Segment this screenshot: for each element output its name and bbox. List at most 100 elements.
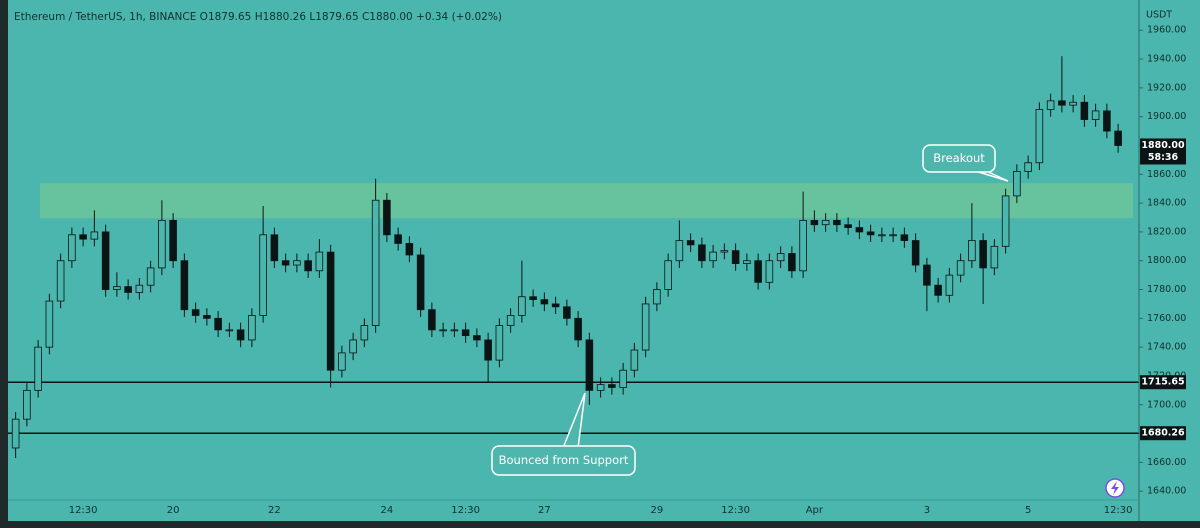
- x-tick-label: 20: [167, 505, 180, 516]
- y-tick-label: 1860.00: [1147, 169, 1186, 180]
- candle-body: [461, 329, 470, 337]
- candle-body: [180, 260, 189, 311]
- candle-body: [833, 219, 841, 226]
- plot-background: [8, 0, 1200, 521]
- x-tick-label: 12:30: [69, 505, 98, 516]
- candle-body: [56, 260, 65, 302]
- candle-body: [900, 234, 909, 241]
- candle-body: [990, 245, 999, 269]
- candle-body: [371, 199, 380, 326]
- callout-box: [491, 445, 636, 476]
- candle-body: [675, 240, 684, 262]
- candle-body: [225, 329, 234, 332]
- candle-body: [743, 260, 751, 265]
- candle-body: [574, 317, 582, 341]
- candle-body: [619, 369, 627, 388]
- candle-body: [349, 339, 357, 354]
- x-tick-label: 22: [268, 505, 281, 516]
- candle-body: [236, 329, 245, 341]
- y-tick-label: 1700.00: [1147, 399, 1186, 410]
- candle-body: [1001, 195, 1010, 247]
- candle-body: [889, 234, 897, 237]
- price-tag-label: 1715.65: [1141, 377, 1184, 388]
- candle-body: [731, 250, 740, 265]
- tv-icon[interactable]: [1105, 478, 1125, 498]
- candle-body: [270, 234, 279, 262]
- candle-body: [158, 219, 166, 269]
- candle-body: [293, 260, 301, 266]
- candle-body: [416, 254, 425, 311]
- candle-body: [518, 296, 526, 316]
- candle-body: [146, 267, 155, 286]
- candle-body: [473, 335, 481, 341]
- last-price-label: 1880.00: [1141, 140, 1185, 151]
- candle-body: [191, 309, 200, 316]
- candle-body: [214, 317, 222, 331]
- candle-body: [101, 231, 110, 290]
- candle-body: [821, 219, 830, 226]
- candle-body: [653, 289, 661, 305]
- candle-body: [799, 219, 807, 272]
- candle-body: [810, 219, 819, 226]
- candle-body: [34, 346, 42, 391]
- candle-body: [248, 315, 256, 341]
- candle-body: [383, 199, 391, 236]
- candle-body: [203, 315, 211, 319]
- candle-body: [1013, 171, 1021, 197]
- candle-body: [394, 234, 402, 244]
- candle-body: [439, 329, 447, 332]
- candle-body: [956, 260, 965, 276]
- y-tick-label: 1900.00: [1147, 111, 1186, 122]
- candle-body: [945, 274, 954, 296]
- candle-body: [281, 260, 290, 266]
- candle-body: [259, 234, 267, 316]
- x-tick-label: 12:30: [451, 505, 480, 516]
- candle-body: [765, 260, 774, 283]
- candle-body: [596, 384, 605, 391]
- x-tick-label: 12:30: [721, 505, 750, 516]
- candle-body: [360, 325, 369, 341]
- x-tick-label: 29: [651, 505, 664, 516]
- candle-body: [90, 231, 99, 240]
- y-tick-label: 1660.00: [1147, 457, 1186, 468]
- candle-body: [686, 240, 695, 246]
- x-tick-label: 24: [381, 505, 394, 516]
- y-tick-label: 1960.00: [1147, 25, 1186, 36]
- candle-body: [11, 418, 20, 449]
- candle-body: [608, 384, 616, 388]
- candle-body: [1058, 100, 1066, 106]
- candle-body: [405, 243, 414, 256]
- price-tag: [1140, 426, 1186, 441]
- candle-body: [979, 240, 987, 269]
- y-tick-label: 1740.00: [1147, 342, 1186, 353]
- candle-body: [113, 286, 121, 290]
- last-price-tag: [1140, 138, 1186, 165]
- y-tick-label: 1640.00: [1147, 486, 1186, 497]
- candle-body: [630, 349, 639, 371]
- x-tick-label: 5: [1025, 505, 1031, 516]
- x-tick-label: 3: [924, 505, 930, 516]
- candle-body: [450, 329, 459, 332]
- candle-body: [1091, 110, 1100, 120]
- candle-body: [68, 234, 76, 262]
- x-tick-label: 12:30: [1104, 505, 1133, 516]
- price-tag: [1140, 375, 1186, 390]
- candle-body: [866, 231, 875, 236]
- candle-body: [529, 296, 537, 301]
- countdown-label: 58:36: [1148, 152, 1179, 163]
- candle-body: [304, 260, 312, 272]
- candle-body: [169, 219, 177, 262]
- candle-body: [923, 264, 931, 286]
- annotation-bounce: Bounced from Support: [491, 392, 636, 476]
- y-tick-label: 1940.00: [1147, 54, 1186, 65]
- candle-body: [698, 244, 706, 262]
- candle-body: [79, 234, 87, 240]
- candle-body: [664, 260, 672, 290]
- candle-body: [641, 303, 650, 351]
- candle-body: [338, 352, 346, 371]
- x-tick-label: Apr: [806, 505, 824, 516]
- candle-body: [844, 224, 852, 228]
- candle-body: [754, 260, 762, 283]
- candle-body: [506, 315, 515, 326]
